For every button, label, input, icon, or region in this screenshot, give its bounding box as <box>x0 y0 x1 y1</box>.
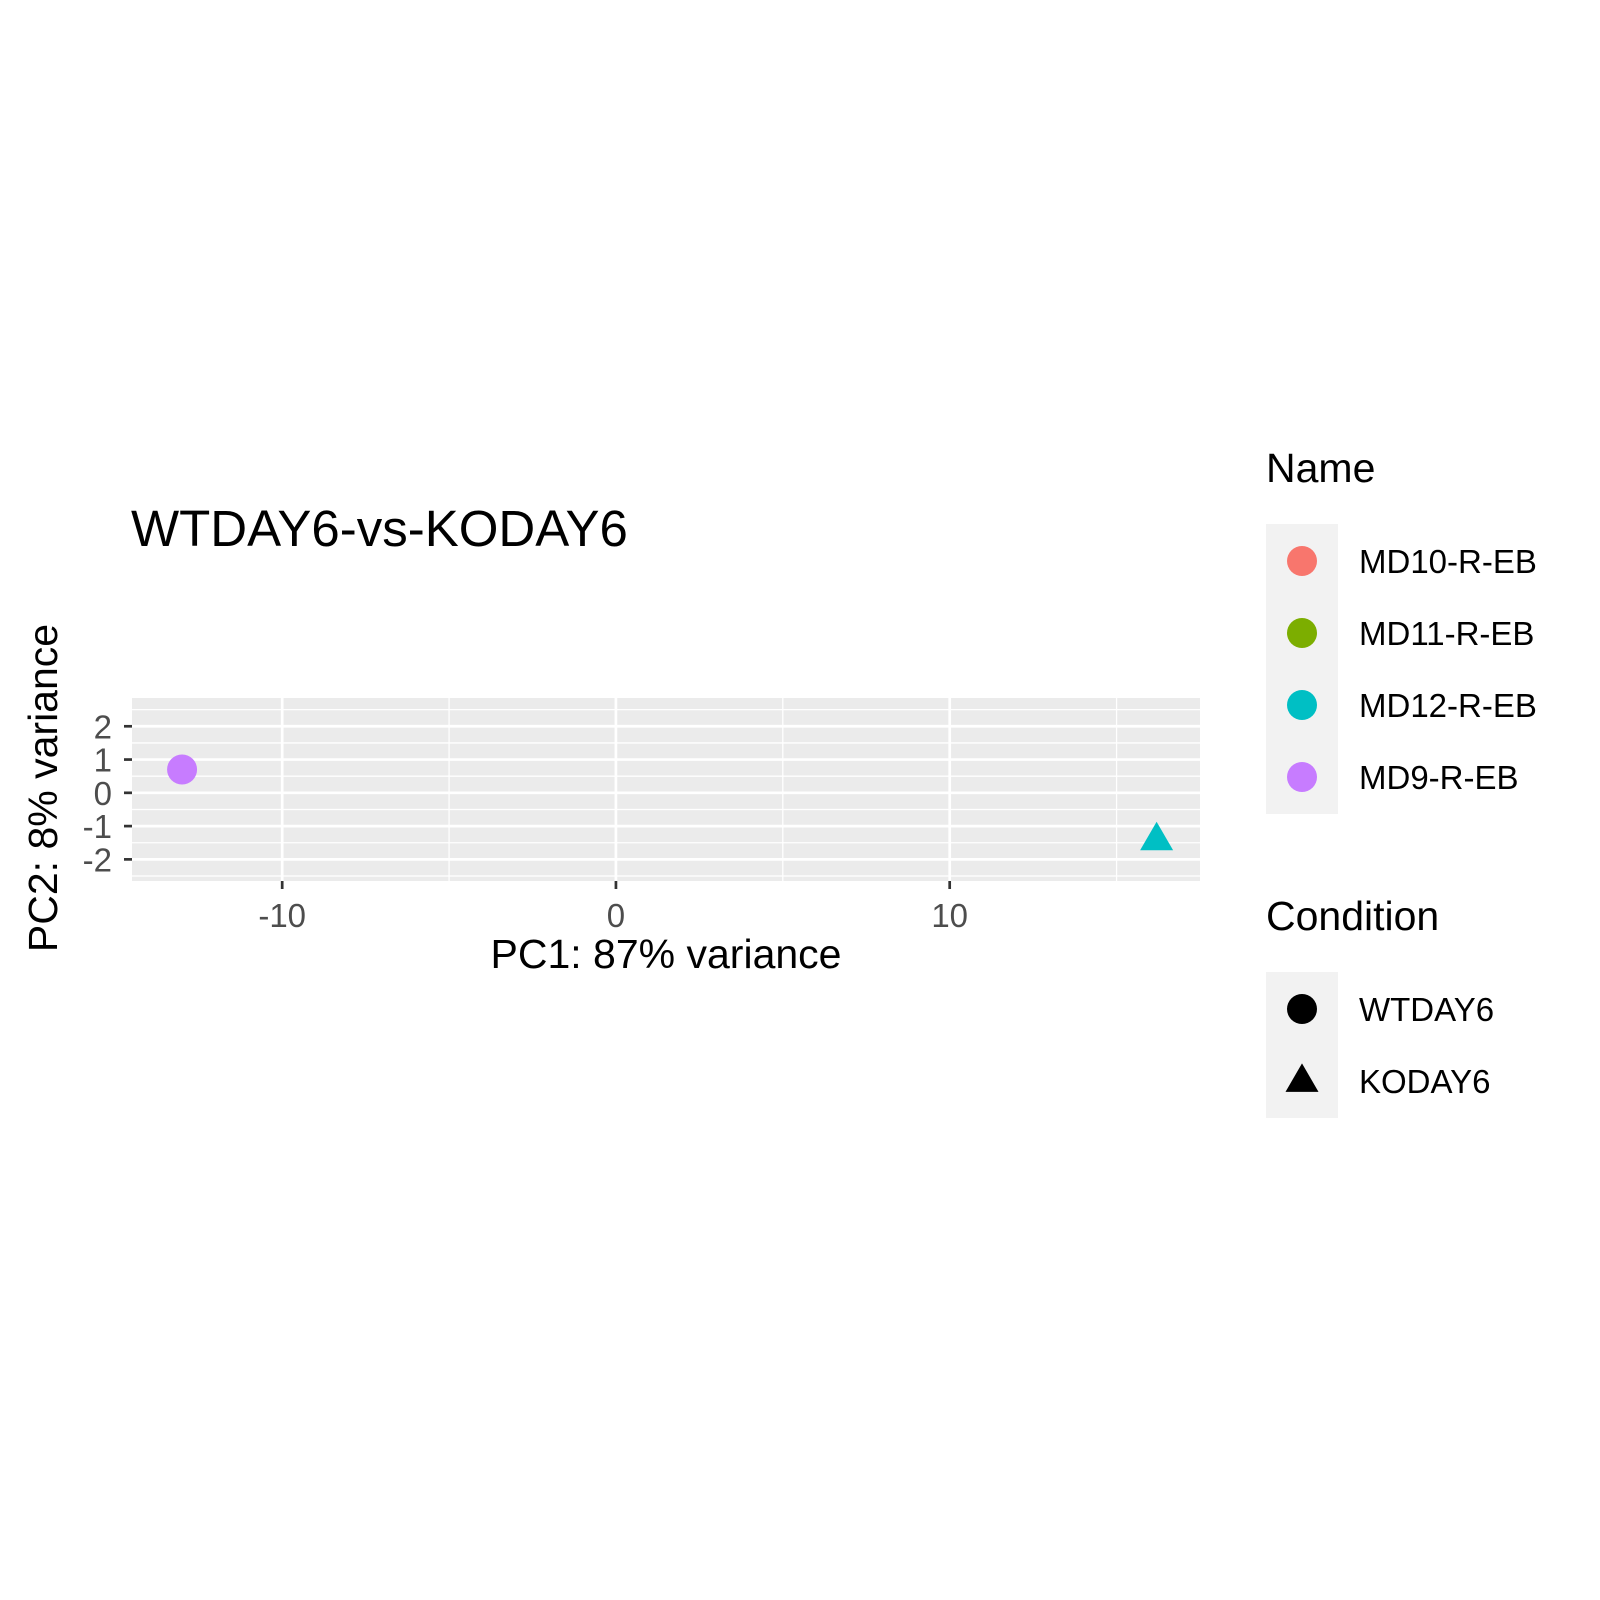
legend-name: Name MD10-R-EB MD11-R-EB MD12-R-EB MD9-R-EB <box>1266 445 1537 814</box>
y-tick-label: 1 <box>94 742 112 779</box>
panel-background <box>132 698 1200 881</box>
legend-item-label: MD11-R-EB <box>1359 615 1534 652</box>
x-axis-label: PC1: 87% variance <box>491 931 842 977</box>
legend-title: Condition <box>1266 893 1439 939</box>
legend-condition: Condition WTDAY6 KODAY6 <box>1266 893 1494 1118</box>
x-tick-label: 10 <box>931 897 968 934</box>
legend-key-shape <box>1285 1063 1319 1092</box>
legend-item-label: MD10-R-EB <box>1359 543 1537 580</box>
y-tick-label: -2 <box>83 841 112 878</box>
legend-title: Name <box>1266 445 1375 491</box>
y-tick-label: -1 <box>83 808 112 845</box>
x-tick-label: 0 <box>607 897 625 934</box>
x-tick-label: -10 <box>258 897 306 934</box>
legend-item-label: MD12-R-EB <box>1359 687 1537 724</box>
legend-item-label: KODAY6 <box>1359 1063 1490 1100</box>
legend-key-swatch <box>1287 762 1317 792</box>
legend-item-label: WTDAY6 <box>1359 991 1494 1028</box>
legend-key-shape <box>1287 994 1317 1024</box>
data-point <box>1140 821 1174 851</box>
y-tick-label: 2 <box>94 708 112 745</box>
y-tick-label: 0 <box>94 775 112 812</box>
legend-key-swatch <box>1287 546 1317 576</box>
legend-area: Name MD10-R-EB MD11-R-EB MD12-R-EB MD9-R-EB C… <box>1266 445 1537 1118</box>
legend-key-swatch <box>1287 690 1317 720</box>
data-point <box>167 754 198 785</box>
legend-key-background <box>1266 972 1338 1118</box>
y-axis-label: PC2: 8% variance <box>20 624 66 952</box>
chart-title: WTDAY6-vs-KODAY6 <box>131 500 628 557</box>
legend-item-label: MD9-R-EB <box>1359 759 1519 796</box>
legend-key-swatch <box>1287 618 1317 648</box>
